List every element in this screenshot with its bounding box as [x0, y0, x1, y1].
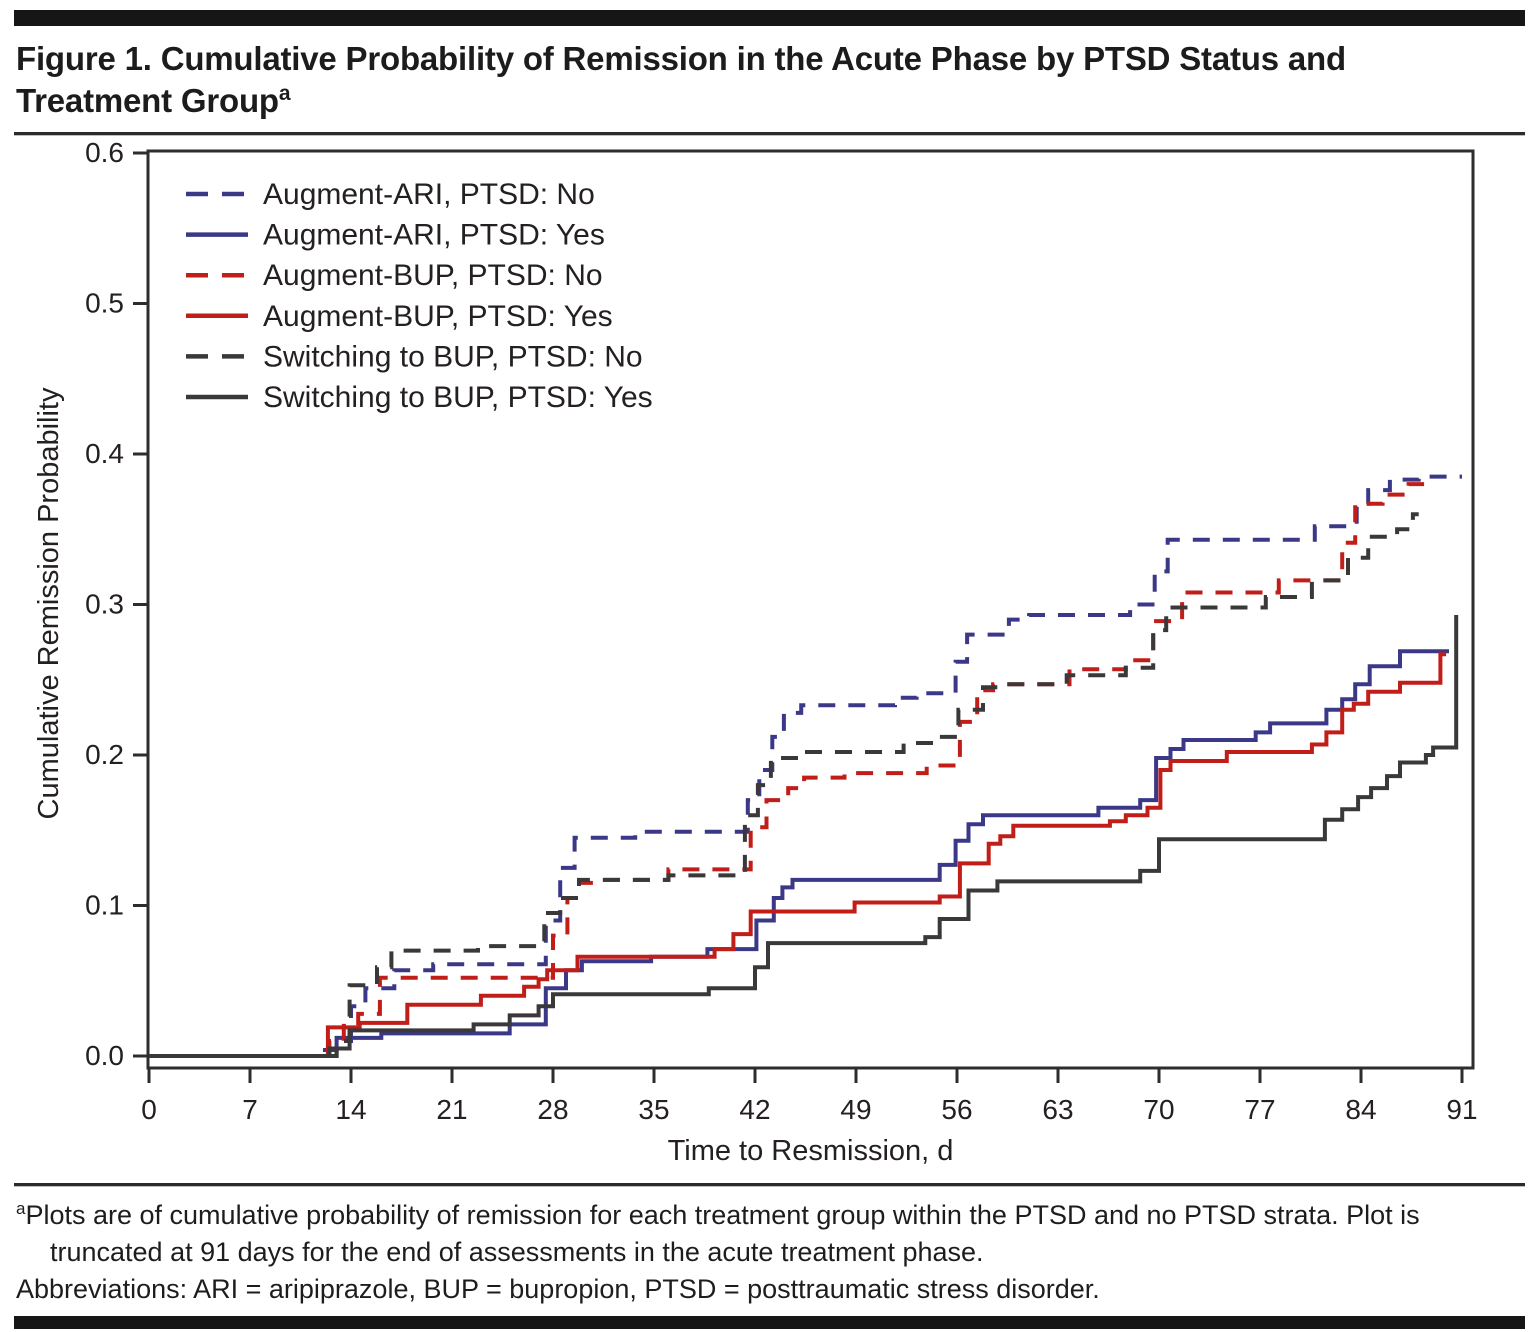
x-axis-title: Time to Resmission, d: [668, 1135, 954, 1167]
x-tick-label: 84: [1345, 1094, 1376, 1125]
x-tick-label: 42: [739, 1094, 770, 1125]
x-tick-label: 35: [638, 1094, 669, 1125]
x-tick-label: 56: [941, 1094, 972, 1125]
y-axis-title: Cumulative Remission Probability: [33, 388, 65, 820]
title-divider: [14, 132, 1525, 137]
legend: Augment-ARI, PTSD: No Augment-ARI, PTSD: …: [186, 178, 653, 414]
y-tick-label: 0.0: [85, 1040, 124, 1071]
x-tick-label: 49: [840, 1094, 871, 1125]
series-curve-4: [149, 512, 1419, 1059]
legend-label-2: Augment-BUP, PTSD: No: [263, 260, 603, 293]
figure-title-line1: Figure 1. Cumulative Probability of Remi…: [16, 40, 1346, 77]
remission-chart-svg: 0.0 0.1 0.2 0.3 0.4 0.5 0.6 0 7 14 21 28 35 42 49 56 63 7…: [33, 138, 1478, 1167]
y-tick-label: 0.6: [85, 138, 124, 168]
legend-label-4: Switching to BUP, PTSD: No: [263, 341, 643, 374]
series-curve-2: [149, 482, 1426, 1059]
footnote-plots: aPlots are of cumulative probability of …: [16, 1197, 1521, 1270]
legend-label-1: Augment-ARI, PTSD: Yes: [263, 219, 605, 252]
footnote-marker: a: [16, 1199, 26, 1219]
series-curve-3: [149, 652, 1447, 1059]
x-tick-label: 7: [242, 1094, 258, 1125]
remission-chart: 0.0 0.1 0.2 0.3 0.4 0.5 0.6 0 7 14 21 28 35 42 49 56 63 7…: [0, 138, 1539, 1183]
legend-label-0: Augment-ARI, PTSD: No: [263, 178, 595, 211]
axes: 0.0 0.1 0.2 0.3 0.4 0.5 0.6 0 7 14 21 28 35 42 49 56 63 7…: [33, 138, 1478, 1167]
top-border-bar: [14, 10, 1525, 26]
y-tick-label: 0.3: [85, 589, 124, 620]
series-curve-0: [149, 475, 1462, 1059]
y-tick-label: 0.1: [85, 890, 124, 921]
x-tick-label: 21: [436, 1094, 467, 1125]
legend-label-5: Switching to BUP, PTSD: Yes: [263, 381, 653, 414]
legend-label-3: Augment-BUP, PTSD: Yes: [263, 300, 613, 333]
x-tick-label: 28: [537, 1094, 568, 1125]
footnote-text: Plots are of cumulative probability of r…: [25, 1200, 1420, 1268]
x-tick-label: 63: [1042, 1094, 1073, 1125]
figure-title-footnote-marker: a: [278, 82, 291, 106]
series-curve-5: [149, 615, 1459, 1059]
y-tick-label: 0.5: [85, 288, 124, 319]
footnotes: aPlots are of cumulative probability of …: [16, 1197, 1521, 1307]
bottom-border-bar: [14, 1315, 1525, 1329]
x-tick-label: 91: [1446, 1094, 1477, 1125]
y-tick-label: 0.4: [85, 438, 124, 469]
figure-title-line2: Treatment Group: [16, 82, 279, 120]
x-tick-label: 14: [335, 1094, 366, 1125]
x-tick-label: 70: [1143, 1094, 1174, 1125]
figure-title: Figure 1. Cumulative Probability of Remi…: [16, 38, 1521, 122]
series-curves: [149, 475, 1462, 1059]
series-curve-1: [149, 649, 1449, 1059]
footnote-divider: [14, 1183, 1525, 1188]
footnote-abbreviations: Abbreviations: ARI = aripiprazole, BUP =…: [16, 1273, 1100, 1304]
x-tick-label: 77: [1244, 1094, 1275, 1125]
y-tick-label: 0.2: [85, 739, 124, 770]
x-tick-label: 0: [141, 1094, 157, 1125]
